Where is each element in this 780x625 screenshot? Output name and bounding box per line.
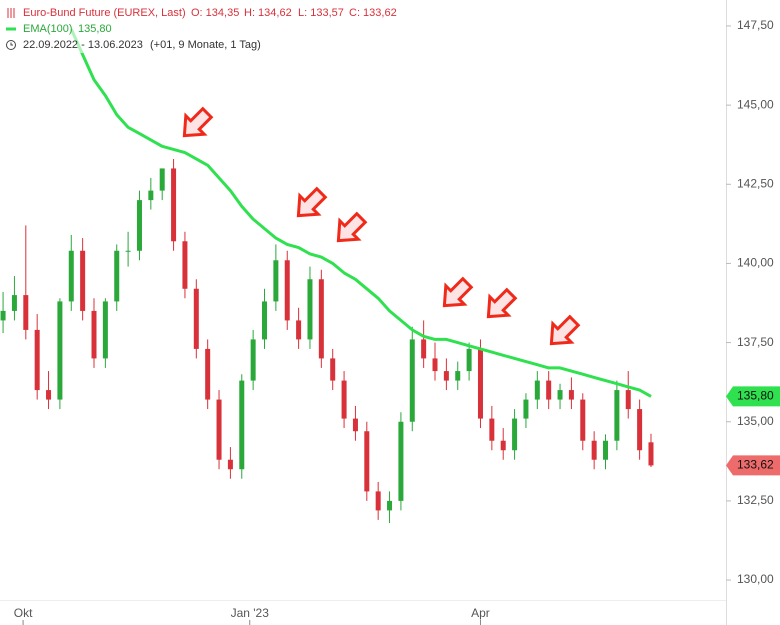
legend-bg [0, 3, 400, 53]
candle-body [227, 459, 233, 470]
legend-ema-value: 135,80 [78, 23, 112, 35]
candle-body [387, 500, 393, 511]
plot: 130,00 132,50 135,00 137,50 140,00 142,50 145,… [0, 18, 780, 625]
candle-body [11, 295, 17, 311]
candle-body [500, 440, 506, 451]
arrow [477, 283, 522, 328]
candle-body [421, 339, 427, 359]
legend-period-note: (+01, 9 Monate, 1 Tag) [150, 39, 261, 51]
candle-body [318, 279, 324, 359]
candle-body [568, 390, 574, 400]
candle-body [557, 390, 563, 400]
arrow [540, 310, 585, 355]
candle-body [193, 288, 199, 349]
annotations [173, 102, 585, 355]
legend-period: 22.09.2022 - 13.06.2023 [23, 39, 143, 51]
ema-tag [726, 386, 780, 407]
legend-close: C: 133,62 [349, 7, 397, 19]
close-tag-label: 133,62 [737, 458, 774, 472]
candle-body [102, 301, 108, 359]
candle-body [0, 310, 6, 321]
candle-body [159, 168, 165, 191]
clock-icon [10, 42, 13, 46]
legend-title: Euro-Bund Future (EUREX, Last) [23, 7, 186, 19]
y-tick-label: 140,00 [737, 256, 774, 270]
legend-high: H: 134,62 [244, 7, 292, 19]
candle-body [591, 440, 597, 460]
y-tick-label: 130,00 [737, 572, 774, 586]
candle-body [477, 348, 483, 419]
x-tick-label: Okt [14, 606, 33, 620]
x-tick-label: Jan '23 [231, 606, 270, 620]
y-tick-label: 142,50 [737, 176, 774, 190]
legend-icon [7, 8, 15, 18]
candle-body [489, 418, 495, 441]
close-tag [726, 455, 780, 476]
candle-body [205, 348, 211, 400]
x-tick-label: Apr [471, 606, 490, 620]
candle-body [148, 190, 154, 201]
candle-body [398, 421, 404, 501]
arrow [327, 207, 372, 252]
candle-body [455, 371, 461, 381]
arrow [433, 272, 478, 317]
candle-body [648, 442, 654, 466]
candle-body [46, 390, 52, 400]
candle-body [603, 440, 609, 460]
candle-body [523, 399, 529, 419]
candle-body [125, 250, 131, 252]
y-tick-label: 132,50 [737, 493, 774, 507]
y-tick-label: 135,00 [737, 414, 774, 428]
candle-body [614, 390, 620, 441]
candle-body [637, 409, 643, 451]
candle-body [375, 491, 381, 511]
y-tick-label: 145,00 [737, 97, 774, 111]
arrow [287, 182, 332, 227]
candle-body [68, 250, 74, 302]
candle-body [352, 418, 358, 432]
clock-icon [6, 40, 16, 50]
candle-body [57, 301, 63, 400]
candle-body [239, 380, 245, 470]
candle-body [625, 390, 631, 410]
y-tick-label: 137,50 [737, 335, 774, 349]
candle-body [432, 358, 438, 372]
candle-body [80, 250, 86, 311]
candle-body [466, 348, 472, 372]
candle-body [114, 250, 120, 302]
candle-body [307, 279, 313, 340]
candle-body [341, 380, 347, 419]
arrow [173, 102, 218, 147]
legend-open: O: 134,35 [191, 7, 239, 19]
candle-body [34, 329, 40, 391]
legend-low: L: 133,57 [298, 7, 344, 19]
candle-body [171, 168, 177, 242]
candle-body [512, 418, 518, 451]
candle-body [296, 320, 302, 340]
candle-body [216, 399, 222, 460]
candle-body [23, 295, 29, 330]
y-tick-label: 147,50 [737, 18, 774, 32]
candle-body [250, 339, 256, 381]
legend: Euro-Bund Future (EUREX, Last) O: 134,35… [0, 3, 400, 53]
candle-body [534, 380, 540, 400]
candle-body [546, 380, 552, 400]
candle-body [443, 371, 449, 381]
candle-body [262, 301, 268, 340]
ema-tag-label: 135,80 [737, 389, 774, 403]
candle-body [136, 200, 142, 251]
candle-body [580, 399, 586, 441]
candle-body [364, 431, 370, 492]
candle-body [182, 241, 188, 289]
candle-body [91, 310, 97, 359]
legend-ema: EMA(100) [23, 23, 73, 35]
candle-body [273, 260, 279, 302]
ema-line [69, 28, 652, 398]
candle-body [284, 260, 290, 321]
candle-body [330, 358, 336, 381]
candle-body [409, 339, 415, 422]
